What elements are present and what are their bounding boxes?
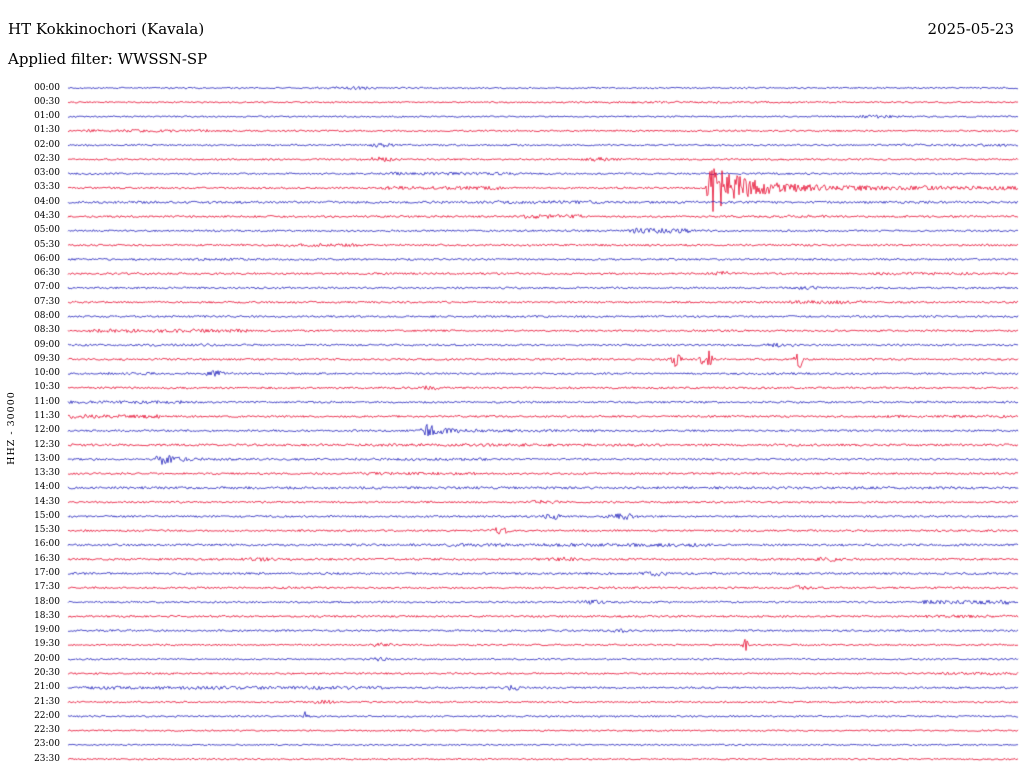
helicorder-page: HT Kokkinochori (Kavala) 2025-05-23 Appl… — [0, 0, 1024, 780]
helicorder-canvas[interactable] — [0, 0, 1024, 780]
